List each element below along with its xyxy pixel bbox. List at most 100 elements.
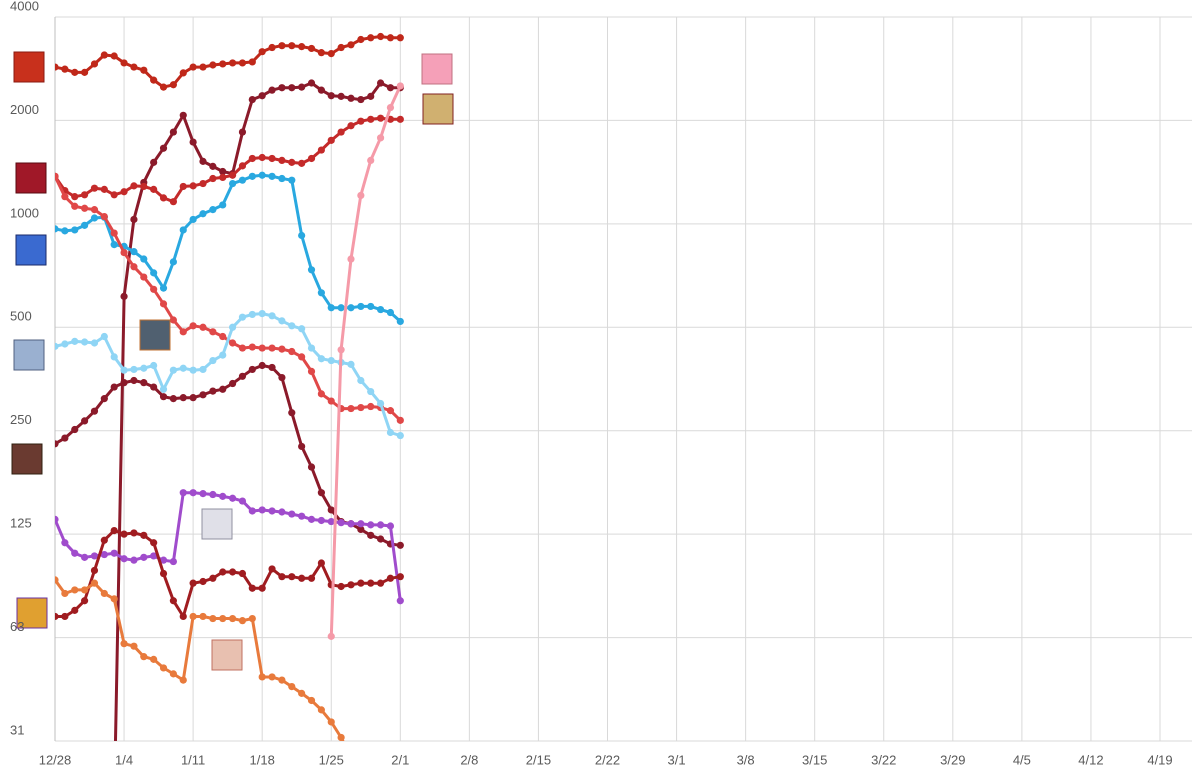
data-point xyxy=(337,128,345,136)
data-point xyxy=(150,552,158,560)
data-point xyxy=(219,492,227,500)
data-point xyxy=(248,343,256,351)
data-point xyxy=(90,60,99,68)
data-point xyxy=(357,403,365,412)
x-tick-label: 1/4 xyxy=(115,752,133,767)
data-point xyxy=(189,366,197,374)
data-point xyxy=(130,215,138,224)
data-point xyxy=(61,612,69,621)
data-point xyxy=(238,497,247,505)
data-point xyxy=(150,539,158,547)
data-point xyxy=(386,84,395,92)
data-point xyxy=(189,182,197,190)
data-point xyxy=(150,285,158,293)
data-point xyxy=(140,653,148,661)
data-point xyxy=(327,356,335,365)
data-point xyxy=(268,344,276,352)
data-point xyxy=(238,372,247,380)
data-point xyxy=(150,383,158,391)
data-point xyxy=(110,229,118,237)
icon xyxy=(421,53,453,85)
data-point xyxy=(367,521,375,529)
data-point xyxy=(100,395,108,403)
data-point xyxy=(159,385,168,393)
data-point xyxy=(219,167,227,176)
data-point xyxy=(80,338,89,346)
data-point xyxy=(396,597,404,605)
data-point xyxy=(357,191,365,200)
data-point xyxy=(219,568,227,576)
data-point xyxy=(110,549,118,557)
data-point xyxy=(298,43,306,51)
series-line xyxy=(55,529,401,618)
data-point xyxy=(55,63,59,71)
data-point xyxy=(248,584,256,592)
data-point xyxy=(71,68,79,76)
data-point xyxy=(90,184,99,192)
data-point xyxy=(298,83,306,91)
data-point xyxy=(110,52,118,60)
data-point xyxy=(120,379,128,387)
data-point xyxy=(100,185,108,193)
data-point xyxy=(130,263,138,271)
x-tick-label: 2/15 xyxy=(526,752,551,767)
data-point xyxy=(228,179,237,188)
data-point xyxy=(179,676,187,684)
x-tick-label: 3/8 xyxy=(737,752,755,767)
data-point xyxy=(327,517,335,526)
data-point xyxy=(327,49,335,58)
data-point xyxy=(80,417,89,425)
data-point xyxy=(347,255,355,263)
data-point xyxy=(159,144,168,152)
data-point xyxy=(268,565,276,573)
data-point xyxy=(317,516,325,525)
data-point xyxy=(288,573,296,581)
data-point xyxy=(357,525,365,534)
data-point xyxy=(209,328,217,336)
data-point xyxy=(248,507,256,515)
data-point xyxy=(396,573,404,581)
data-point xyxy=(140,255,148,263)
data-point xyxy=(169,81,177,89)
x-tick-label: 2/8 xyxy=(460,752,478,767)
data-point xyxy=(159,83,168,91)
x-tick-label: 3/1 xyxy=(668,752,686,767)
data-point xyxy=(357,520,365,528)
data-point xyxy=(228,323,237,331)
data-point xyxy=(55,225,59,233)
data-point xyxy=(80,191,89,199)
data-point xyxy=(219,385,227,393)
data-point xyxy=(307,266,316,274)
data-point xyxy=(219,332,227,341)
data-point xyxy=(268,86,276,94)
data-point xyxy=(288,176,296,184)
data-point xyxy=(278,42,286,50)
data-point xyxy=(169,670,177,678)
data-point xyxy=(90,579,99,587)
data-point xyxy=(130,642,138,650)
data-point xyxy=(248,95,256,104)
data-point xyxy=(347,581,355,589)
data-point xyxy=(268,507,276,515)
data-point xyxy=(347,754,354,761)
data-point xyxy=(130,63,138,71)
data-point xyxy=(120,530,128,538)
data-point xyxy=(90,552,99,560)
data-point xyxy=(150,158,158,166)
data-point xyxy=(169,316,177,324)
data-point xyxy=(288,347,296,356)
data-point xyxy=(100,332,108,341)
data-point xyxy=(268,172,276,180)
data-point xyxy=(307,79,316,87)
data-point xyxy=(376,305,385,314)
data-point xyxy=(367,92,375,100)
data-point xyxy=(357,117,365,125)
y-tick-label: 250 xyxy=(10,412,32,427)
data-point xyxy=(268,363,276,372)
data-point xyxy=(55,612,59,621)
data-point xyxy=(169,198,177,206)
data-point xyxy=(396,115,404,123)
data-point xyxy=(199,612,207,621)
data-point xyxy=(90,566,99,575)
data-point xyxy=(278,508,286,516)
